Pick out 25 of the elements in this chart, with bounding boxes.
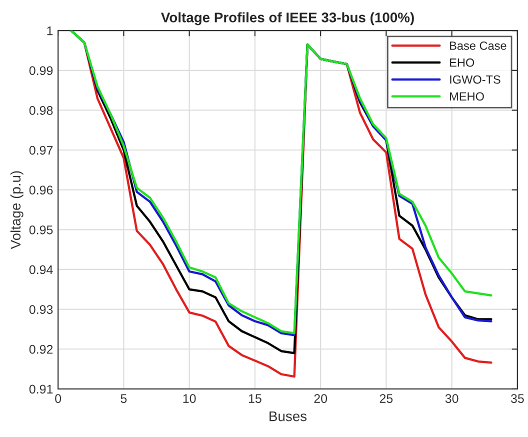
legend-label: Base Case [450, 42, 506, 50]
legend-label: EHO [450, 58, 474, 67]
x-tick-label: 30 [445, 394, 458, 403]
y-tick-label: 0.97 [29, 146, 53, 155]
y-tick-label: 0.99 [29, 66, 53, 76]
x-tick-label: 35 [510, 394, 524, 403]
chart-title: Voltage Profiles of IEEE 33-bus (100%) [161, 12, 414, 26]
x-tick-label: 5 [120, 394, 127, 403]
y-tick-label: 0.93 [29, 305, 53, 314]
legend-label: IGWO-TS [450, 75, 500, 84]
y-axis-title: Voltage (p.u) [10, 171, 24, 250]
x-tick-label: 20 [314, 394, 328, 403]
y-tick-label: 0.98 [29, 106, 53, 115]
x-tick-label: 15 [248, 394, 262, 403]
x-tick-label: 0 [55, 394, 62, 403]
x-tick-label: 25 [380, 394, 393, 403]
x-axis-title: Buses [270, 412, 307, 422]
x-tick-label: 10 [183, 394, 196, 403]
legend-label: MEHO [450, 92, 484, 101]
y-tick-label: 0.96 [29, 186, 53, 195]
y-tick-label: 0.95 [29, 225, 53, 234]
y-tick-label: 0.91 [29, 384, 53, 394]
y-tick-label: 0.92 [29, 344, 53, 354]
y-tick-label: 1 [47, 26, 53, 36]
y-tick-label: 0.94 [29, 265, 53, 274]
